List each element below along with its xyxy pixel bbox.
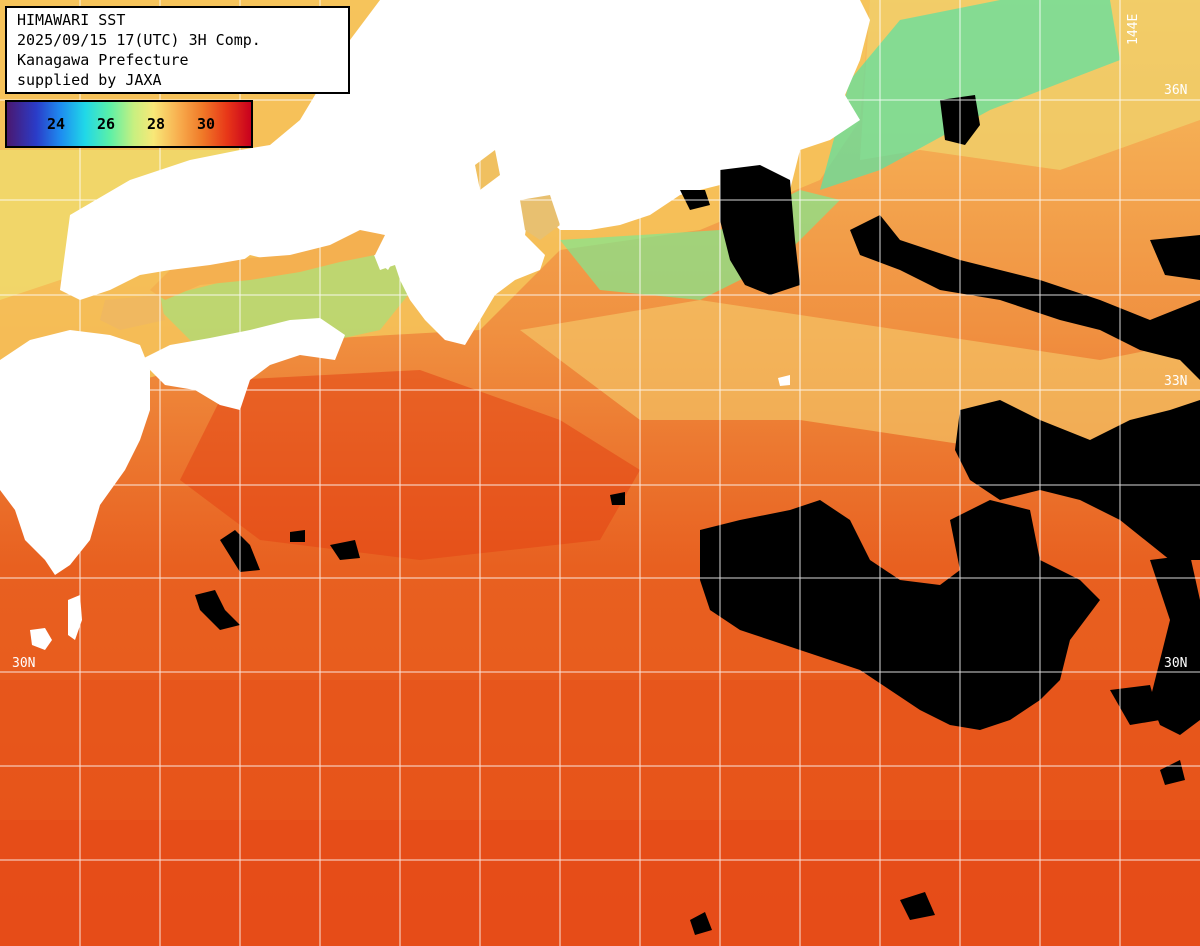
info-box: HIMAWARI SST 2025/09/15 17(UTC) 3H Comp.… (5, 6, 350, 94)
land-yakushima (30, 628, 52, 650)
legend-tick-26: 26 (97, 115, 116, 133)
inland-seas (100, 150, 560, 330)
land-awaji (378, 228, 400, 270)
grid-label-144e: 144E (1126, 14, 1141, 45)
info-title: HIMAWARI SST (17, 11, 126, 29)
land-kyushu (0, 330, 150, 575)
legend-tick-30: 30 (197, 115, 216, 133)
legend-tick-28: 28 (147, 115, 166, 133)
info-source: supplied by JAXA (17, 71, 162, 89)
color-scale-legend: 24 26 28 30 (5, 100, 253, 148)
land-tanegashima (68, 595, 82, 640)
warm-water-zones (0, 370, 1200, 946)
grid-label-30n-left: 30N (12, 656, 35, 671)
info-datetime: 2025/09/15 17(UTC) 3H Comp. (17, 31, 261, 49)
land-shikoku (140, 318, 345, 410)
grid-label-36n: 36N (1164, 83, 1187, 98)
grid-label-30n-right: 30N (1164, 656, 1187, 671)
land (0, 0, 870, 650)
info-region: Kanagawa Prefecture (17, 51, 189, 69)
land-honshu (60, 0, 870, 345)
legend-tick-24: 24 (47, 115, 66, 133)
grid-label-33n: 33N (1164, 374, 1187, 389)
grid-label-138e: 138E (485, 14, 500, 45)
land-oshima (778, 375, 790, 386)
